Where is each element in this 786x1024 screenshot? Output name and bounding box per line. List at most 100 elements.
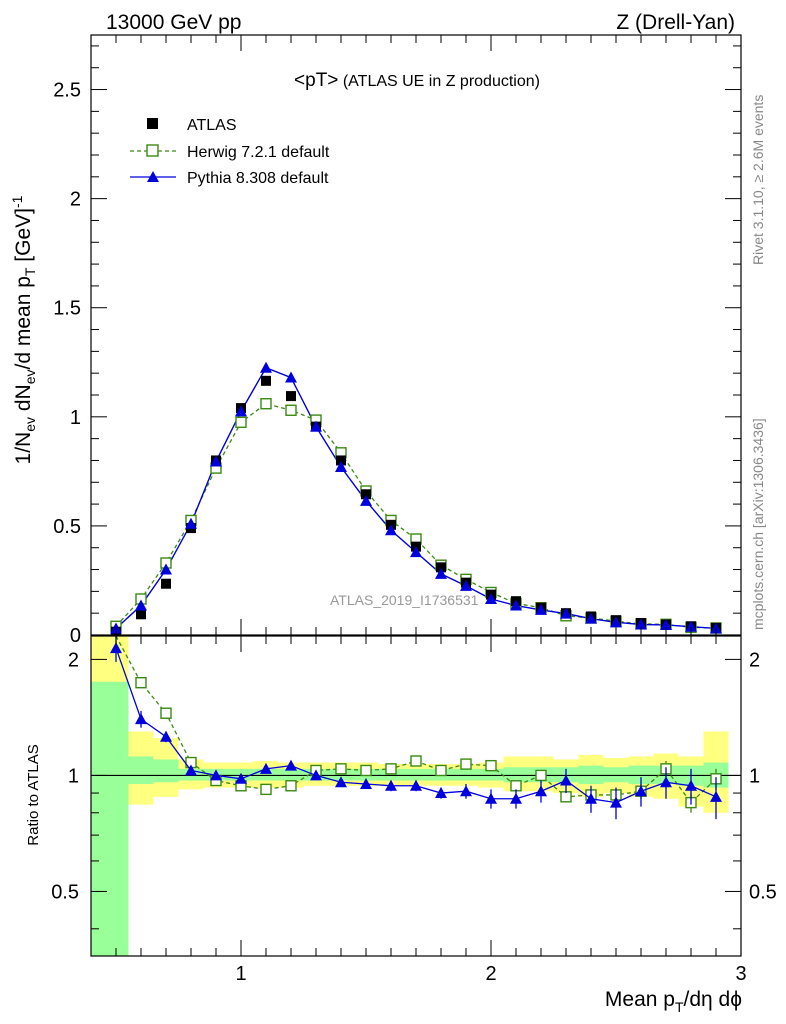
legend-herwig-marker [146,144,159,157]
atlas-point [361,489,371,500]
ratio-herwig-point [160,707,172,719]
pythia-point [235,405,247,417]
ratio-pythia-point [510,792,522,804]
x-tick-label: 2 [485,963,496,985]
ratio-y-axis-label: Ratio to ATLAS [25,744,42,845]
pythia-point [410,546,422,558]
pythia-line [115,366,717,630]
ratio-pythia-point [360,778,372,790]
ratio-pythia-point [285,759,297,771]
ratio-y-tick-label-left: 2 [68,649,79,671]
ratio-herwig-point [285,780,297,792]
y-tick-label: 0 [70,625,81,647]
ratio-herwig-point [510,780,522,792]
pythia-point [285,371,297,383]
legend-herwig-label: Herwig 7.2.1 default [187,144,330,161]
x-tick-label: 1 [235,963,246,985]
atlas-point [286,391,296,402]
legend-atlas-label: ATLAS [187,117,237,134]
ratio-pythia-point [710,790,722,802]
y-axis-label: 1/Nev dNev/d mean pT [GeV]-1 [9,195,38,464]
ratio-pythia-point [660,776,672,788]
herwig-point [285,404,297,416]
ratio-band-green [253,768,279,781]
ratio-herwig-point [335,763,347,775]
ratio-pythia-point [485,792,497,804]
pythia-point [385,524,397,536]
pythia-point [160,563,172,575]
header-right: Z (Drell-Yan) [616,11,735,34]
ratio-band-green [128,756,154,785]
ratio-pythia-point [560,774,572,786]
y-tick-label: 2.5 [53,80,81,102]
y-tick-label: 0.5 [53,516,81,538]
ratio-pythia-point [585,792,597,804]
ratio-plot: 0.5 0.5 1 1 2 2 1 2 3 [51,635,777,985]
ratio-pythia-point [185,764,197,776]
pythia-point [435,567,447,579]
ratio-band-green [603,767,629,783]
ratio-y-tick-label-left: 1 [68,765,79,787]
pythia-point [485,593,497,604]
ratio-y-tick-label-right: 1 [749,765,760,787]
ratio-pythia-point [610,796,622,808]
pythia-point [335,461,347,472]
ratio-herwig-point [485,759,497,772]
pythia-point [260,361,272,373]
pythia-point [460,579,472,591]
ratio-band-green [328,768,354,781]
ratio-pythia-point [335,776,347,788]
ratio-herwig-point [435,764,447,777]
ratio-pythia-point [260,762,272,774]
ratio-herwig-point [260,783,272,796]
ratio-pythia-point [160,730,172,742]
ratio-band-green [103,681,129,956]
ratio-band-green [403,768,429,781]
ratio-herwig-point [560,791,572,803]
ratio-band-green [153,759,179,783]
y-tick-label: 2 [70,189,81,211]
header-left: 13000 GeV pp [106,11,241,34]
ratio-herwig-point [135,677,147,689]
ratio-pythia-point [535,785,547,797]
herwig-point [235,416,247,428]
legend-atlas-marker [147,118,158,129]
ratio-pythia-point [135,713,147,725]
atlas-point [136,609,146,620]
ratio-band-green [378,768,404,781]
ratio-pythia-point [460,785,472,797]
ratio-y-tick-label-right: 2 [749,649,760,671]
ratio-herwig-point [360,764,372,777]
ratio-herwig-point [385,763,397,775]
rivet-label: Rivet 3.1.10, ≥ 2.6M events [750,95,766,265]
pythia-point [535,603,547,615]
ratio-pythia-point [385,779,397,791]
pythia-point [585,612,597,624]
ratio-herwig-point [535,769,547,782]
analysis-watermark: ATLAS_2019_I1736531 [330,592,479,608]
ratio-pythia-point [235,772,247,784]
main-plot: 0 0.5 1 1.5 2 2.5 [53,34,742,647]
chart-title: <pT> (ATLAS UE in Z production) [294,70,540,91]
ratio-pythia-point [410,779,422,791]
ratio-pythia-point [310,769,322,781]
legend-pythia-label: Pythia 8.308 default [187,170,329,187]
pythia-point [360,494,372,506]
y-tick-label: 1.5 [53,298,81,320]
pythia-point [635,618,647,630]
ratio-herwig-point [460,758,472,770]
ratio-band-green [278,768,304,781]
pythia-point [610,616,622,628]
pythia-point [660,618,672,630]
atlas-point [436,562,446,573]
pythia-point [510,599,522,611]
ratio-uncertainty-bands [91,636,729,956]
pythia-point [135,599,147,611]
ratio-band-green [503,767,529,783]
y-tick-label: 1 [70,407,81,429]
ratio-band-green [91,681,104,956]
pythia-point [560,607,572,619]
pythia-point [310,420,322,432]
ratio-pythia-point [635,785,647,797]
